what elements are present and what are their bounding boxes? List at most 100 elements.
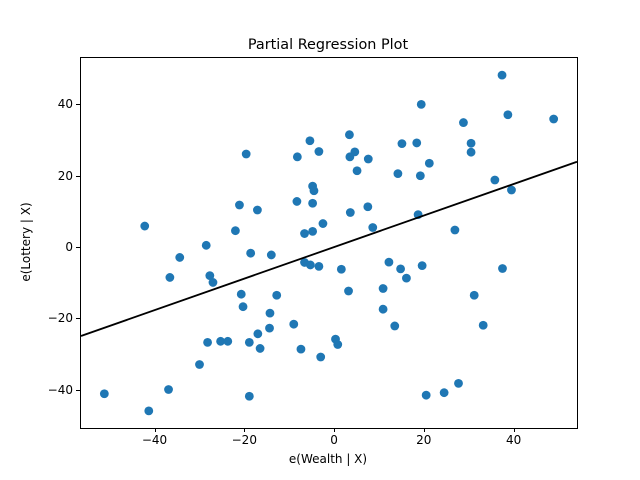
y-tick-label: 0 <box>65 240 73 254</box>
data-point <box>289 319 299 329</box>
data-point <box>490 175 500 185</box>
x-tick-label: −20 <box>231 433 257 447</box>
data-point <box>309 186 319 196</box>
data-point <box>318 219 328 228</box>
data-point <box>549 114 559 124</box>
data-point <box>378 304 388 314</box>
data-point <box>236 289 246 299</box>
data-point <box>292 197 302 206</box>
data-point <box>384 257 394 267</box>
data-point <box>216 336 226 346</box>
data-point <box>238 302 248 312</box>
data-point <box>421 390 431 400</box>
data-point <box>368 223 378 232</box>
data-point <box>503 110 513 120</box>
x-tick-mark <box>244 428 246 432</box>
data-point <box>308 198 318 208</box>
data-point <box>352 166 362 176</box>
data-point <box>144 406 154 416</box>
data-point <box>231 226 240 236</box>
data-point <box>165 273 175 282</box>
data-point <box>140 221 150 231</box>
data-point <box>454 379 463 388</box>
data-point <box>424 158 434 168</box>
data-point <box>397 139 407 149</box>
data-point <box>314 147 324 156</box>
data-point <box>336 264 346 274</box>
data-point <box>175 253 185 262</box>
data-point <box>439 388 449 398</box>
data-point <box>296 344 306 354</box>
data-point <box>345 130 354 140</box>
data-point <box>498 264 507 273</box>
x-tick-label: 40 <box>505 433 522 447</box>
data-point <box>300 229 309 238</box>
data-point <box>99 389 109 399</box>
data-point <box>195 360 204 369</box>
y-axis-label: e(Lottery | X) <box>19 202 33 282</box>
data-point <box>507 185 516 195</box>
regression-line <box>81 160 577 337</box>
data-point <box>344 286 353 296</box>
data-point <box>396 264 405 274</box>
data-point <box>208 278 218 287</box>
data-point <box>478 320 488 330</box>
data-point <box>459 118 468 127</box>
x-tick-label: 0 <box>330 433 338 447</box>
data-point <box>203 337 212 347</box>
x-tick-mark <box>423 428 425 432</box>
data-point <box>253 205 262 215</box>
data-point <box>497 70 507 80</box>
data-point <box>333 340 343 349</box>
data-point <box>402 273 411 283</box>
data-point <box>235 200 244 210</box>
data-point <box>265 308 275 318</box>
y-tick-label: −20 <box>47 311 73 326</box>
data-point <box>201 240 211 250</box>
data-point <box>314 261 324 271</box>
data-point <box>345 208 355 217</box>
data-point <box>466 147 476 157</box>
data-point <box>253 329 263 339</box>
chart-title: Partial Regression Plot <box>247 37 409 53</box>
data-point <box>416 99 426 109</box>
data-point <box>363 154 373 164</box>
data-point <box>412 138 422 148</box>
data-point <box>345 152 355 162</box>
data-point <box>378 284 388 293</box>
data-point <box>393 169 403 178</box>
data-point <box>164 385 173 394</box>
y-tick-mark <box>76 175 80 177</box>
data-point <box>265 323 274 333</box>
plot-area <box>80 57 578 429</box>
data-point <box>223 336 233 346</box>
data-point <box>466 138 476 148</box>
data-point <box>469 290 479 300</box>
data-point <box>390 321 400 331</box>
data-point <box>246 248 256 258</box>
data-point <box>450 225 460 235</box>
data-point <box>272 290 282 300</box>
data-point <box>205 271 215 281</box>
data-point <box>255 344 265 353</box>
data-point <box>305 136 315 146</box>
y-tick-mark <box>76 104 80 106</box>
data-point <box>292 152 302 162</box>
scatter-plot-svg <box>81 70 577 416</box>
data-point <box>241 149 251 159</box>
data-point <box>417 261 427 271</box>
y-tick-label: −40 <box>47 382 73 397</box>
y-tick-mark <box>76 247 80 248</box>
data-point <box>266 250 276 260</box>
x-tick-label: 20 <box>416 433 432 447</box>
y-tick-mark <box>76 318 80 320</box>
data-point <box>415 171 425 181</box>
x-axis-label: e(Wealth | X) <box>288 452 368 466</box>
x-tick-label: −40 <box>141 433 168 447</box>
x-tick-mark <box>334 428 336 432</box>
data-point <box>363 202 373 212</box>
y-tick-label: 40 <box>57 97 73 112</box>
y-tick-label: 20 <box>57 168 73 183</box>
data-point <box>316 352 326 362</box>
